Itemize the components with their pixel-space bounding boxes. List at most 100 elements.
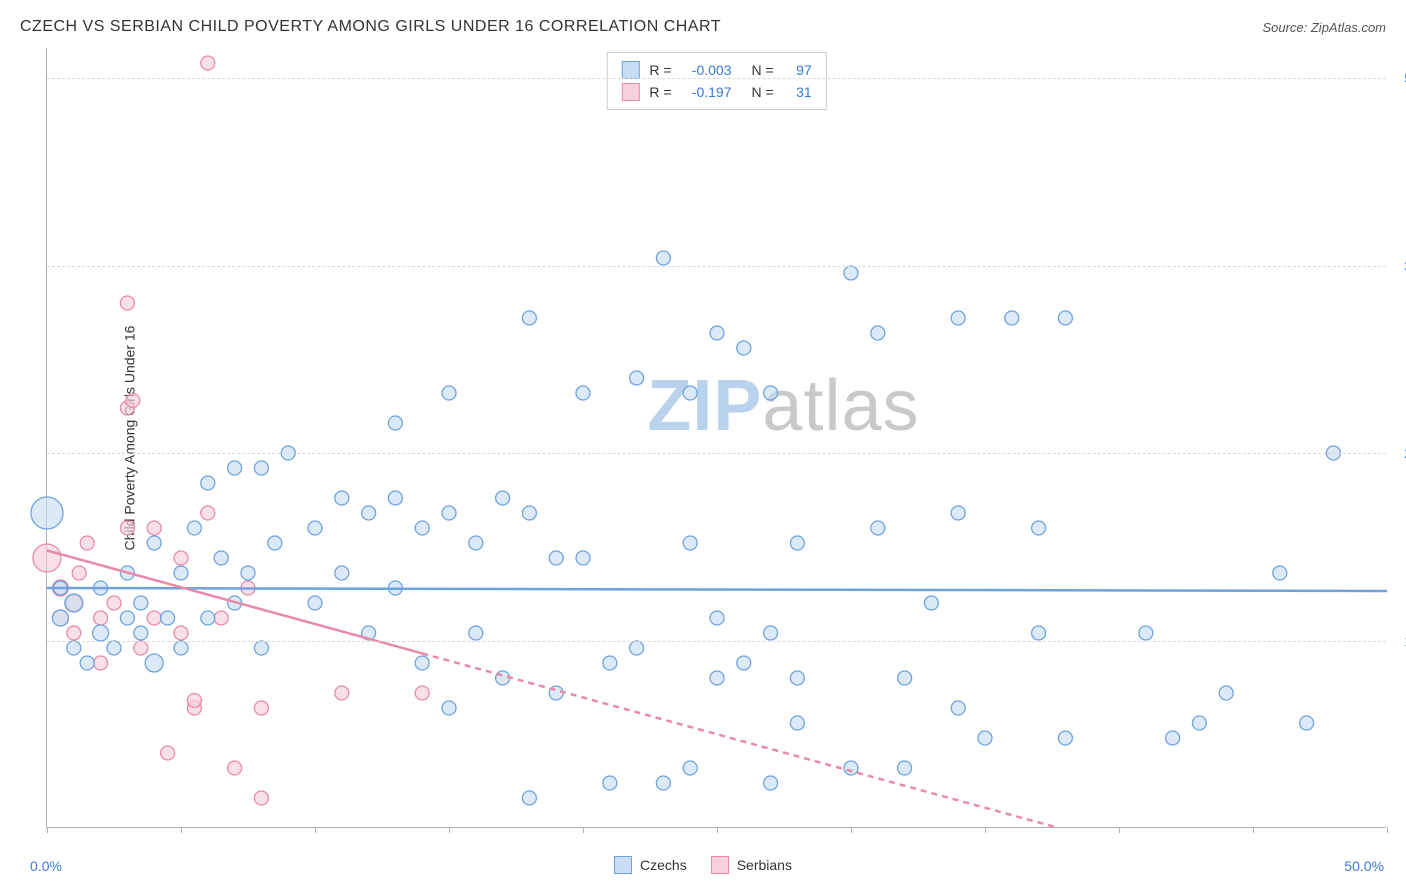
data-point bbox=[254, 461, 268, 475]
y-axis-label: Child Poverty Among Girls Under 16 bbox=[121, 325, 137, 550]
data-point bbox=[308, 521, 322, 535]
data-point bbox=[93, 625, 109, 641]
x-tick bbox=[47, 827, 48, 833]
data-point bbox=[764, 776, 778, 790]
stat-label-r: R = bbox=[649, 62, 671, 78]
data-point bbox=[174, 626, 188, 640]
x-tick bbox=[1253, 827, 1254, 833]
legend-label: Serbians bbox=[737, 857, 792, 873]
x-tick bbox=[985, 827, 986, 833]
data-point bbox=[31, 497, 63, 529]
data-point bbox=[161, 611, 175, 625]
data-point bbox=[790, 536, 804, 550]
data-point bbox=[107, 641, 121, 655]
data-point bbox=[1058, 731, 1072, 745]
x-max-label: 50.0% bbox=[1344, 858, 1384, 874]
y-tick-label: 25.0% bbox=[1394, 445, 1406, 461]
data-point bbox=[335, 566, 349, 580]
stat-value-n: 31 bbox=[784, 84, 812, 100]
data-point bbox=[107, 596, 121, 610]
x-origin-label: 0.0% bbox=[30, 858, 62, 874]
gridline bbox=[47, 266, 1386, 267]
legend-label: Czechs bbox=[640, 857, 687, 873]
data-point bbox=[80, 536, 94, 550]
data-point bbox=[254, 641, 268, 655]
data-point bbox=[388, 416, 402, 430]
data-point bbox=[335, 491, 349, 505]
data-point bbox=[442, 506, 456, 520]
data-point bbox=[924, 596, 938, 610]
stat-value-r: -0.003 bbox=[682, 62, 732, 78]
data-point bbox=[120, 611, 134, 625]
data-point bbox=[496, 491, 510, 505]
data-point bbox=[1032, 521, 1046, 535]
data-point bbox=[871, 521, 885, 535]
x-tick bbox=[181, 827, 182, 833]
data-point bbox=[1273, 566, 1287, 580]
data-point bbox=[1192, 716, 1206, 730]
trend-line bbox=[422, 653, 1059, 828]
data-point bbox=[415, 656, 429, 670]
legend-swatch bbox=[711, 856, 729, 874]
x-tick bbox=[717, 827, 718, 833]
legend-swatch bbox=[614, 856, 632, 874]
data-point bbox=[214, 611, 228, 625]
data-point bbox=[147, 521, 161, 535]
plot-area: ZIPatlas Child Poverty Among Girls Under… bbox=[46, 48, 1386, 828]
data-point bbox=[187, 694, 201, 708]
data-point bbox=[145, 654, 163, 672]
data-point bbox=[214, 551, 228, 565]
data-point bbox=[790, 671, 804, 685]
data-point bbox=[764, 626, 778, 640]
bottom-legend: Czechs Serbians bbox=[614, 856, 792, 874]
data-point bbox=[522, 791, 536, 805]
data-point bbox=[1300, 716, 1314, 730]
data-point bbox=[1058, 311, 1072, 325]
watermark-part-b: atlas bbox=[762, 366, 919, 446]
data-point bbox=[94, 656, 108, 670]
data-point bbox=[898, 671, 912, 685]
data-point bbox=[469, 626, 483, 640]
data-point bbox=[228, 461, 242, 475]
data-point bbox=[120, 521, 134, 535]
data-point bbox=[790, 716, 804, 730]
x-tick bbox=[851, 827, 852, 833]
data-point bbox=[388, 491, 402, 505]
data-point bbox=[683, 536, 697, 550]
data-point bbox=[656, 776, 670, 790]
data-point bbox=[630, 371, 644, 385]
data-point bbox=[1005, 311, 1019, 325]
data-point bbox=[134, 596, 148, 610]
data-point bbox=[415, 521, 429, 535]
data-point bbox=[1219, 686, 1233, 700]
data-point bbox=[603, 656, 617, 670]
data-point bbox=[67, 626, 81, 640]
data-point bbox=[951, 701, 965, 715]
data-point bbox=[898, 761, 912, 775]
data-point bbox=[469, 536, 483, 550]
data-point bbox=[683, 386, 697, 400]
stat-label-n: N = bbox=[752, 84, 774, 100]
data-point bbox=[65, 594, 83, 612]
data-point bbox=[549, 551, 563, 565]
data-point bbox=[603, 776, 617, 790]
data-point bbox=[442, 386, 456, 400]
data-point bbox=[576, 551, 590, 565]
data-point bbox=[308, 596, 322, 610]
data-point bbox=[134, 626, 148, 640]
data-point bbox=[201, 506, 215, 520]
y-tick-label: 50.0% bbox=[1394, 70, 1406, 86]
stat-value-n: 97 bbox=[784, 62, 812, 78]
stat-label-n: N = bbox=[752, 62, 774, 78]
gridline bbox=[47, 641, 1386, 642]
data-point bbox=[871, 326, 885, 340]
data-point bbox=[174, 551, 188, 565]
x-tick bbox=[315, 827, 316, 833]
data-point bbox=[187, 521, 201, 535]
data-point bbox=[710, 326, 724, 340]
data-point bbox=[254, 701, 268, 715]
data-point bbox=[201, 611, 215, 625]
data-point bbox=[1032, 626, 1046, 640]
legend-swatch bbox=[621, 61, 639, 79]
data-point bbox=[362, 506, 376, 520]
